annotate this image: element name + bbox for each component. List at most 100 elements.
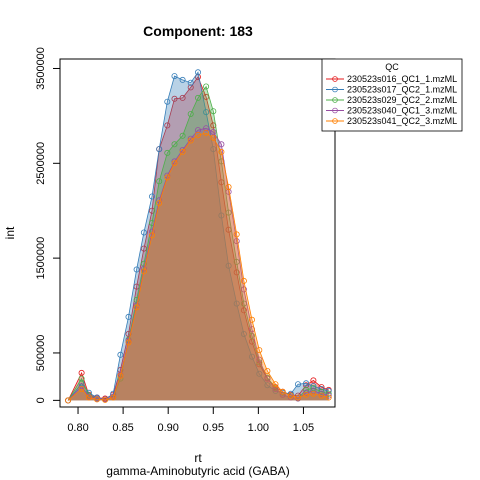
data-point (179, 148, 186, 155)
series-5 (65, 129, 332, 404)
data-point (187, 111, 194, 118)
data-point (171, 73, 178, 80)
legend-title: QC (385, 62, 399, 72)
data-point (187, 79, 194, 86)
data-point (125, 330, 132, 337)
data-point (287, 394, 294, 401)
data-point (194, 69, 201, 76)
data-point (171, 141, 178, 148)
data-point (272, 385, 279, 392)
legend-marker (332, 97, 338, 103)
data-point (240, 277, 247, 284)
data-point (318, 384, 325, 391)
data-point (264, 375, 271, 382)
data-point (256, 370, 263, 377)
data-point (287, 392, 294, 399)
data-point (125, 339, 132, 346)
data-point (210, 146, 217, 153)
y-tick-label: 500000 (35, 335, 47, 372)
data-point (294, 381, 301, 388)
data-point (233, 238, 240, 245)
data-point (287, 390, 294, 397)
data-point (303, 389, 310, 396)
x-tick-label: 0.80 (67, 422, 88, 434)
x-axis-label: rt (194, 451, 202, 465)
data-point (203, 125, 210, 132)
data-point (117, 351, 124, 358)
data-point (218, 212, 225, 219)
data-point (272, 381, 279, 388)
data-point (225, 183, 232, 190)
data-point (240, 307, 247, 314)
data-point (171, 95, 178, 102)
y-tick-label: 0 (35, 397, 47, 403)
legend-label: 230523s040_QC1_3.mzML (347, 106, 457, 116)
y-tick-label: 1500000 (35, 237, 47, 280)
data-point (303, 382, 310, 389)
legend-label: 230523s016_QC1_1.mzML (347, 74, 457, 84)
data-point (179, 146, 186, 153)
data-point (233, 300, 240, 307)
data-point (140, 229, 147, 236)
x-tick-label: 1.05 (293, 422, 314, 434)
y-tick-label: 2500000 (35, 142, 47, 185)
y-axis-label: int (3, 226, 17, 239)
data-point (303, 391, 310, 398)
data-point (264, 382, 271, 389)
data-point (210, 108, 217, 115)
data-point (325, 390, 332, 397)
legend-item: 230523s041_QC2_3.mzML (326, 116, 457, 126)
x-axis-sublabel: gamma-Aminobutyric acid (GABA) (106, 464, 289, 478)
legend-item: 230523s029_QC2_2.mzML (326, 95, 457, 105)
legend-label: 230523s041_QC2_3.mzML (347, 116, 457, 126)
x-axis: 0.80 0.85 0.90 0.95 1.00 1.05 (67, 406, 314, 434)
data-point (203, 83, 210, 90)
y-axis: 0 500000 1500000 2500000 3500000 (35, 47, 61, 403)
data-point (310, 383, 317, 390)
data-point (125, 313, 132, 320)
legend: QC 230523s016_QC1_1.mzML230523s017_QC2_1… (321, 58, 463, 132)
x-tick-label: 0.85 (112, 422, 133, 434)
data-point (248, 316, 255, 323)
data-point (156, 178, 163, 185)
data-point (179, 94, 186, 101)
data-point (117, 372, 124, 379)
chart-title: Component: 183 (143, 23, 253, 39)
data-point (140, 245, 147, 252)
data-point (256, 347, 263, 354)
data-point (133, 296, 140, 303)
data-point (303, 380, 310, 387)
data-point (225, 262, 232, 269)
data-point (233, 231, 240, 238)
data-point (294, 394, 301, 401)
data-point (194, 131, 201, 138)
data-point (248, 332, 255, 339)
data-point (203, 93, 210, 100)
data-point (233, 258, 240, 265)
data-point (148, 193, 155, 200)
data-point (164, 98, 171, 105)
data-point (318, 388, 325, 395)
data-point (156, 146, 163, 153)
data-point (248, 353, 255, 360)
data-point (179, 132, 186, 139)
data-point (78, 369, 85, 376)
data-point (148, 232, 155, 239)
data-point (156, 200, 163, 207)
series-line (67, 132, 329, 401)
data-point (279, 388, 286, 395)
data-point (218, 148, 225, 155)
data-point (203, 129, 210, 136)
legend-marker (332, 107, 338, 114)
data-point (318, 390, 325, 397)
x-tick-label: 1.00 (248, 422, 269, 434)
data-point (133, 266, 140, 273)
data-point (310, 390, 317, 397)
data-point (85, 394, 92, 401)
legend-marker (332, 118, 338, 124)
data-point (164, 149, 171, 156)
data-point (210, 128, 217, 135)
data-point (240, 286, 247, 293)
x-tick-label: 0.90 (157, 422, 178, 434)
